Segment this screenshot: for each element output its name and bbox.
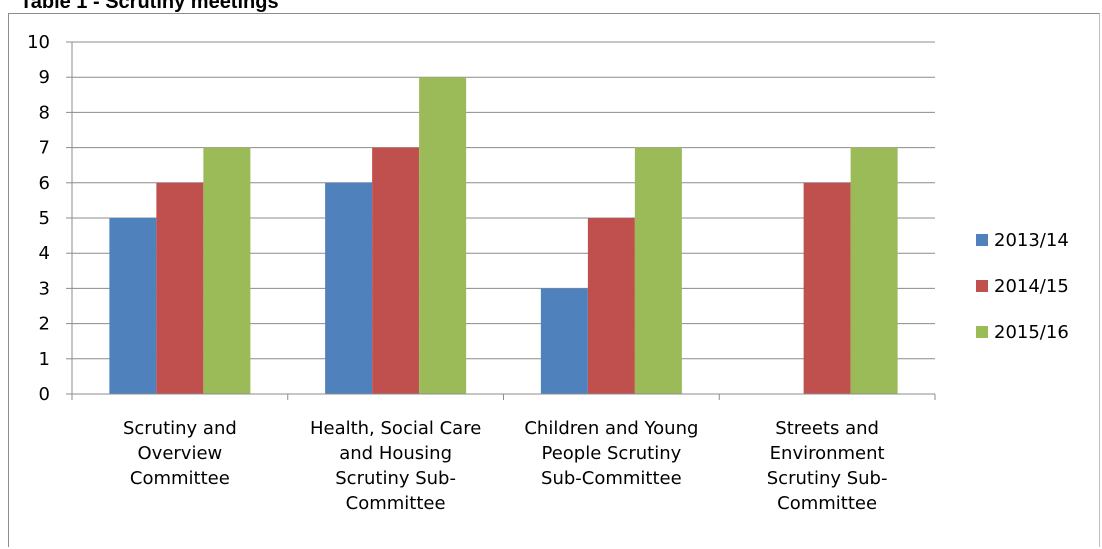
gridlines	[72, 41, 935, 360]
y-tick-label: 7	[39, 138, 50, 159]
legend: 2013/14 2014/15 2015/16	[976, 230, 1069, 343]
y-tick-label: 9	[39, 67, 50, 88]
legend-swatch	[976, 326, 988, 338]
chart-title: Table 1 - Scrutiny meetings	[20, 0, 279, 13]
bar-2014-15	[372, 147, 420, 394]
bar-2013-14	[540, 288, 588, 394]
bar-2014-15	[587, 218, 635, 394]
legend-swatch	[976, 234, 988, 246]
bar-2013-14	[109, 218, 157, 394]
bar-2014-15	[803, 182, 851, 394]
y-tick-label: 3	[39, 278, 50, 299]
bar-2015-16	[203, 147, 251, 394]
legend-label: 2014/15	[994, 276, 1069, 297]
legend-label: 2013/14	[994, 230, 1069, 251]
bar-2015-16	[634, 147, 682, 394]
y-tick-label: 0	[39, 384, 50, 405]
x-tick-labels: Scrutiny and Overview Committee Health, Soc…	[123, 418, 888, 514]
y-tick-label: 5	[39, 208, 50, 229]
y-tick-label: 10	[27, 32, 50, 53]
x-tick-label: Streets and Environment Scrutiny Sub-Commi…	[767, 418, 888, 514]
y-tick-label: 2	[39, 314, 50, 335]
y-tick-label: 8	[39, 102, 50, 123]
bar-2013-14	[325, 182, 373, 394]
legend-swatch	[976, 280, 988, 292]
x-tick-label: Children and Young People Scrutiny Sub-Com…	[524, 418, 698, 489]
bar-2015-16	[850, 147, 898, 394]
legend-label: 2015/16	[994, 322, 1069, 343]
chart-frame	[8, 13, 1100, 547]
axes	[66, 41, 936, 400]
bars	[109, 77, 898, 394]
y-tick-label: 4	[39, 243, 50, 264]
bar-2015-16	[419, 77, 467, 394]
y-tick-label: 1	[39, 349, 50, 370]
x-tick-label: Scrutiny and Overview Committee	[123, 418, 237, 489]
x-tick-label: Health, Social Care and Housing Scrutiny S…	[310, 418, 481, 514]
y-tick-labels: 0 1 2 3 4 5 6 7 8 9 10	[27, 32, 50, 405]
y-tick-label: 6	[39, 173, 50, 194]
bar-2014-15	[156, 182, 204, 394]
